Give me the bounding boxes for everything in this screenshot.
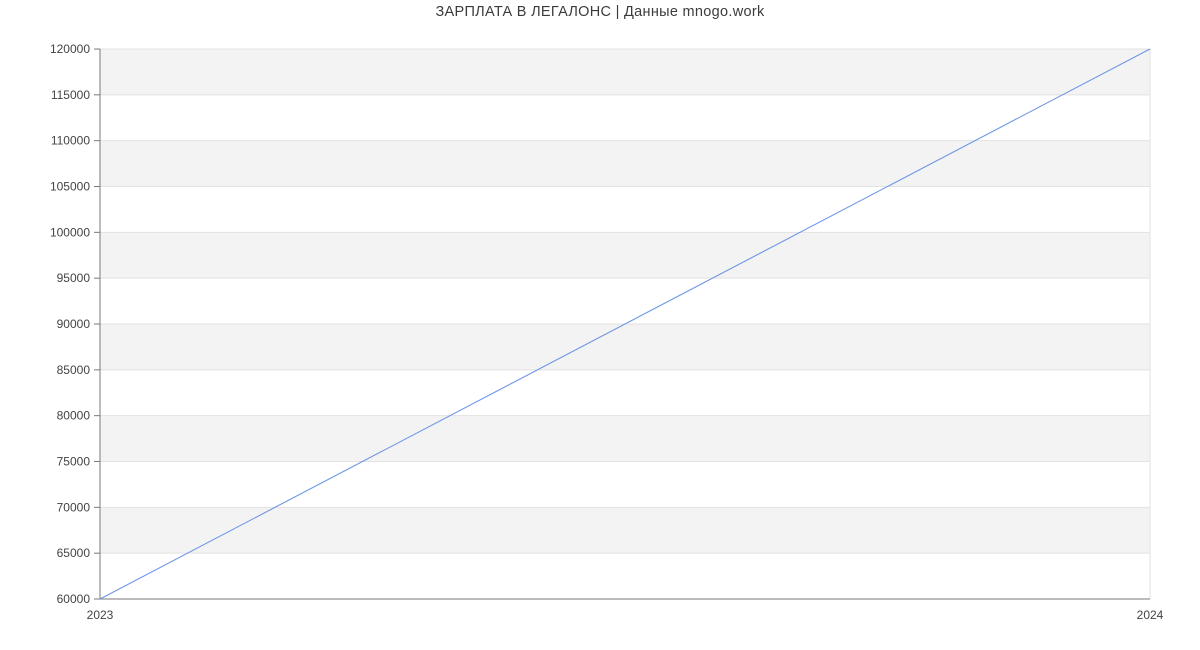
svg-text:2024: 2024 <box>1137 608 1164 622</box>
svg-text:60000: 60000 <box>57 592 91 606</box>
svg-text:80000: 80000 <box>57 409 91 423</box>
svg-text:85000: 85000 <box>57 363 91 377</box>
svg-text:75000: 75000 <box>57 455 91 469</box>
svg-text:95000: 95000 <box>57 271 91 285</box>
svg-text:100000: 100000 <box>50 225 90 239</box>
svg-text:110000: 110000 <box>51 134 90 148</box>
svg-text:90000: 90000 <box>57 317 91 331</box>
svg-text:105000: 105000 <box>50 180 90 194</box>
svg-text:70000: 70000 <box>57 500 91 514</box>
svg-text:115000: 115000 <box>51 88 90 102</box>
svg-text:120000: 120000 <box>50 42 90 56</box>
svg-text:2023: 2023 <box>87 608 114 622</box>
svg-text:65000: 65000 <box>57 546 91 560</box>
